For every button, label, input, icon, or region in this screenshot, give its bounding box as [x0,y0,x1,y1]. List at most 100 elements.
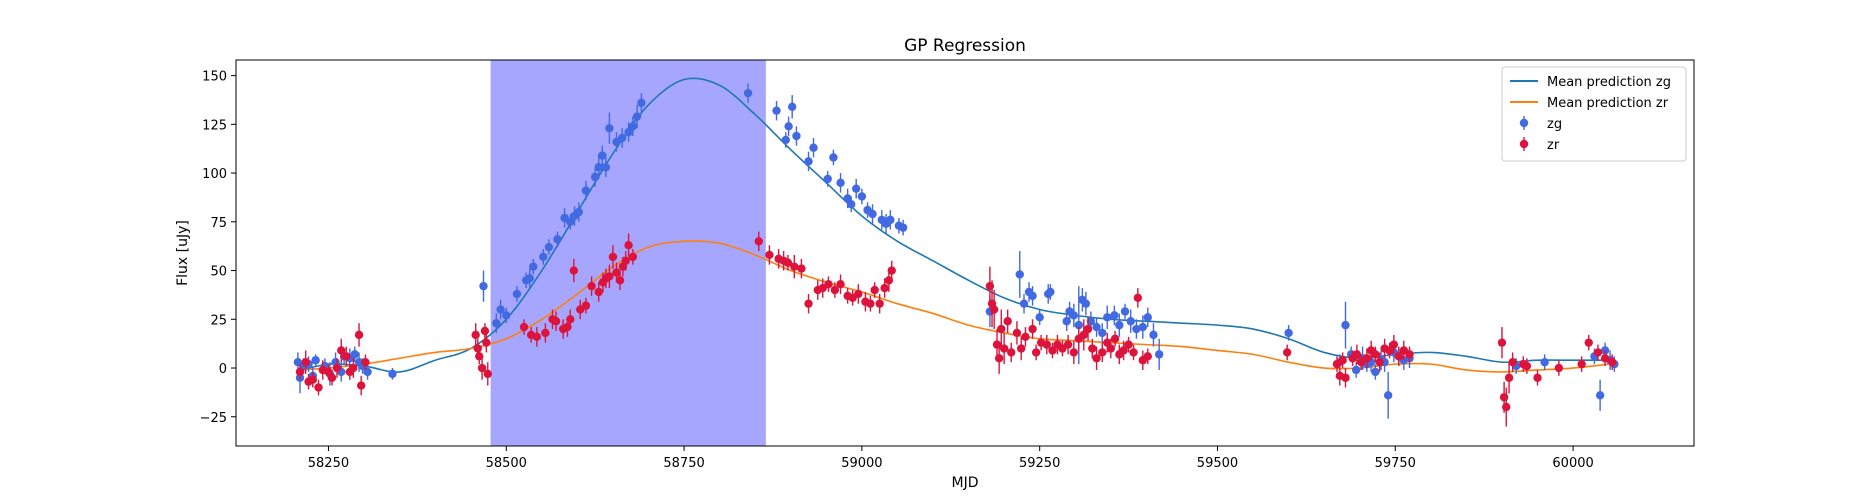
data-point [790,254,799,279]
point-marker [551,317,561,326]
data-point [496,299,505,320]
y-tick-label: 50 [210,265,227,280]
point-marker [605,124,614,133]
data-point [475,348,484,365]
point-marker [1593,348,1603,357]
point-marker [1098,348,1107,357]
point-marker [1383,391,1393,400]
data-point [628,249,638,265]
point-marker [898,223,908,232]
point-marker [784,122,793,131]
point-marker [1341,320,1350,330]
point-marker [308,375,318,384]
point-marker [765,250,774,260]
data-point [361,354,370,370]
data-point [823,171,832,187]
data-point [608,245,618,269]
point-marker [824,279,833,289]
point-marker [480,326,490,336]
point-marker [332,363,342,373]
legend-entry: zg [1519,116,1562,132]
point-marker [605,272,614,281]
point-marker [1120,307,1130,316]
data-point [632,104,642,129]
point-marker [1115,320,1124,330]
point-marker [601,163,611,172]
point-marker [866,299,875,308]
data-point [1106,338,1116,359]
data-point [301,350,310,374]
point-marker [792,131,801,141]
data-point [311,354,320,367]
data-point [1341,368,1350,388]
point-marker [994,354,1004,363]
point-marker [870,285,879,295]
data-point [532,327,542,347]
point-marker [1154,350,1164,359]
data-point [1593,344,1603,361]
point-marker [624,241,633,250]
data-point [512,286,522,302]
point-marker [829,153,838,162]
point-marker [1046,287,1055,297]
data-point [574,202,584,222]
point-marker [1069,348,1079,357]
data-point [1092,346,1101,370]
data-point [477,356,487,380]
point-marker [471,330,480,340]
data-point [1019,293,1029,314]
point-marker [857,192,867,201]
data-point [1110,305,1119,326]
data-point [566,309,575,330]
point-marker [621,256,630,265]
point-marker [566,315,575,324]
point-marker [598,151,607,160]
data-point [836,274,845,294]
data-point [1115,313,1124,337]
data-point [581,297,591,314]
point-marker [1015,270,1024,279]
data-point [1069,340,1079,365]
point-marker [1031,348,1041,357]
data-point [1048,342,1057,359]
data-point [1352,344,1362,365]
mean-prediction-line-zr [296,240,1609,373]
data-point [308,371,318,388]
point-marker [1282,348,1292,357]
point-marker [525,274,534,283]
point-marker [1021,332,1030,342]
data-point [605,264,614,289]
point-marker [473,344,483,353]
point-marker [354,330,364,340]
point-marker [1048,346,1057,355]
point-marker [388,369,397,379]
data-point [295,364,305,380]
data-point [519,319,529,335]
data-point [1081,291,1091,316]
data-point [1371,346,1380,363]
data-point [1595,379,1605,411]
data-point [594,155,603,179]
data-point [1046,284,1055,300]
point-marker [1371,350,1380,359]
point-marker [1143,352,1152,361]
data-point [1124,336,1133,353]
data-point [337,338,346,363]
data-point [327,369,337,386]
point-marker [1385,346,1394,355]
point-marker [1081,299,1091,308]
data-point [857,188,867,205]
point-marker [1092,322,1101,332]
data-point [1132,319,1141,339]
point-marker [590,172,600,182]
data-point [590,167,600,187]
legend-marker-swatch [1519,139,1529,149]
data-point [1015,251,1024,298]
point-marker [1003,317,1012,326]
point-marker [836,178,845,188]
point-marker [884,276,894,285]
point-marker [1600,354,1610,363]
point-marker [1035,313,1044,322]
data-point [1508,352,1517,372]
point-marker [1062,317,1071,326]
